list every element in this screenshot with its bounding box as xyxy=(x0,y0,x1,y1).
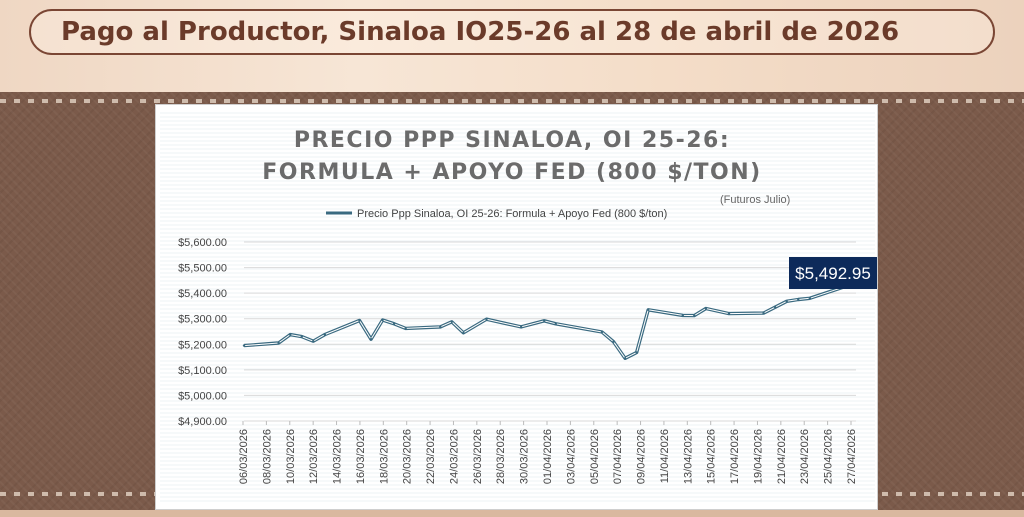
legend-entry: Precio Ppp Sinaloa, OI 25-26: Formula + … xyxy=(357,208,667,220)
series-line-inner xyxy=(243,269,857,359)
chart-title-line: FORMULA + APOYO FED (800 $/TON) xyxy=(262,160,761,185)
data-point xyxy=(554,322,557,326)
x-tick-label: 05/04/2026 xyxy=(589,429,601,484)
y-tick-label: $5,600.00 xyxy=(178,237,227,249)
x-tick-label: 13/04/2026 xyxy=(682,429,694,484)
stitch-line-top xyxy=(0,99,1024,103)
x-tick-label: 20/03/2026 xyxy=(402,429,414,484)
data-point xyxy=(543,319,546,322)
data-point xyxy=(681,314,684,317)
header-band xyxy=(0,0,1024,92)
data-point xyxy=(693,314,696,317)
x-tick-label: 28/03/2026 xyxy=(495,429,507,484)
y-tick-label: $5,100.00 xyxy=(178,365,227,377)
data-point xyxy=(612,340,615,343)
x-tick-label: 01/04/2026 xyxy=(542,429,554,484)
data-point xyxy=(358,319,361,322)
x-tick-label: 25/04/2026 xyxy=(823,429,835,484)
data-point xyxy=(808,297,812,300)
x-tick-label: 10/03/2026 xyxy=(285,429,297,484)
x-tick-label: 24/03/2026 xyxy=(448,429,460,484)
x-tick-label: 27/04/2026 xyxy=(846,429,858,484)
page-title: Pago al Productor, Sinaloa IO25-26 al 28… xyxy=(61,17,900,47)
data-point xyxy=(600,330,604,334)
title-pill: Pago al Productor, Sinaloa IO25-26 al 28… xyxy=(29,9,995,55)
data-point xyxy=(785,300,788,303)
y-tick-label: $5,200.00 xyxy=(178,339,227,351)
data-point xyxy=(288,333,292,336)
data-point xyxy=(519,325,523,329)
x-tick-label: 26/03/2026 xyxy=(472,429,484,484)
data-point xyxy=(369,337,373,341)
chart-subtitle: (Futuros Julio) xyxy=(720,194,790,206)
data-point xyxy=(277,341,280,345)
x-tick-label: 30/03/2026 xyxy=(519,429,531,484)
chart-title-line: PRECIO PPP SINALOA, OI 25-26: xyxy=(294,128,730,153)
data-point xyxy=(762,311,765,315)
data-point xyxy=(312,340,315,343)
y-tick-label: $5,500.00 xyxy=(178,263,227,275)
x-tick-label: 22/03/2026 xyxy=(425,429,437,484)
x-tick-label: 08/03/2026 xyxy=(261,429,273,484)
x-tick-label: 11/04/2026 xyxy=(659,429,671,483)
price-line-chart: PRECIO PPP SINALOA, OI 25-26: FORMULA + A… xyxy=(160,112,877,502)
x-tick-label: 23/04/2026 xyxy=(799,429,811,484)
data-point xyxy=(797,298,800,301)
x-tick-label: 12/03/2026 xyxy=(308,429,320,484)
y-tick-label: $4,900.00 xyxy=(178,416,227,428)
data-point xyxy=(242,344,246,347)
data-point xyxy=(485,318,488,321)
x-tick-label: 03/04/2026 xyxy=(565,429,577,484)
y-tick-label: $5,300.00 xyxy=(178,314,227,326)
data-point xyxy=(462,331,465,334)
data-point xyxy=(704,307,708,310)
bottom-strip xyxy=(0,510,1024,517)
x-tick-label: 18/03/2026 xyxy=(378,429,390,484)
x-tick-label: 07/04/2026 xyxy=(612,429,624,484)
x-tick-label: 06/03/2026 xyxy=(238,429,250,484)
data-point xyxy=(450,320,454,323)
data-point xyxy=(323,333,327,336)
x-tick-label: 09/04/2026 xyxy=(636,429,648,484)
data-point xyxy=(300,335,303,338)
data-point xyxy=(439,325,442,329)
x-tick-label: 21/04/2026 xyxy=(776,429,788,484)
data-point xyxy=(381,318,384,322)
data-point xyxy=(623,357,627,360)
data-point xyxy=(646,308,650,311)
value-callout-box xyxy=(789,257,877,289)
y-tick-label: $5,400.00 xyxy=(178,288,227,300)
value-callout-label: $5,492.95 xyxy=(795,264,871,283)
data-point xyxy=(635,351,638,354)
data-point xyxy=(392,322,396,326)
x-tick-label: 14/03/2026 xyxy=(332,429,344,484)
x-tick-label: 17/04/2026 xyxy=(729,429,741,484)
y-tick-label: $5,000.00 xyxy=(178,390,227,402)
x-tick-label: 16/03/2026 xyxy=(355,429,367,484)
chart-panel: PRECIO PPP SINALOA, OI 25-26: FORMULA + A… xyxy=(155,104,878,510)
x-tick-label: 15/04/2026 xyxy=(706,429,718,484)
x-tick-label: 19/04/2026 xyxy=(752,429,764,484)
data-point xyxy=(727,312,731,315)
data-point xyxy=(404,327,407,330)
data-point xyxy=(773,306,777,309)
